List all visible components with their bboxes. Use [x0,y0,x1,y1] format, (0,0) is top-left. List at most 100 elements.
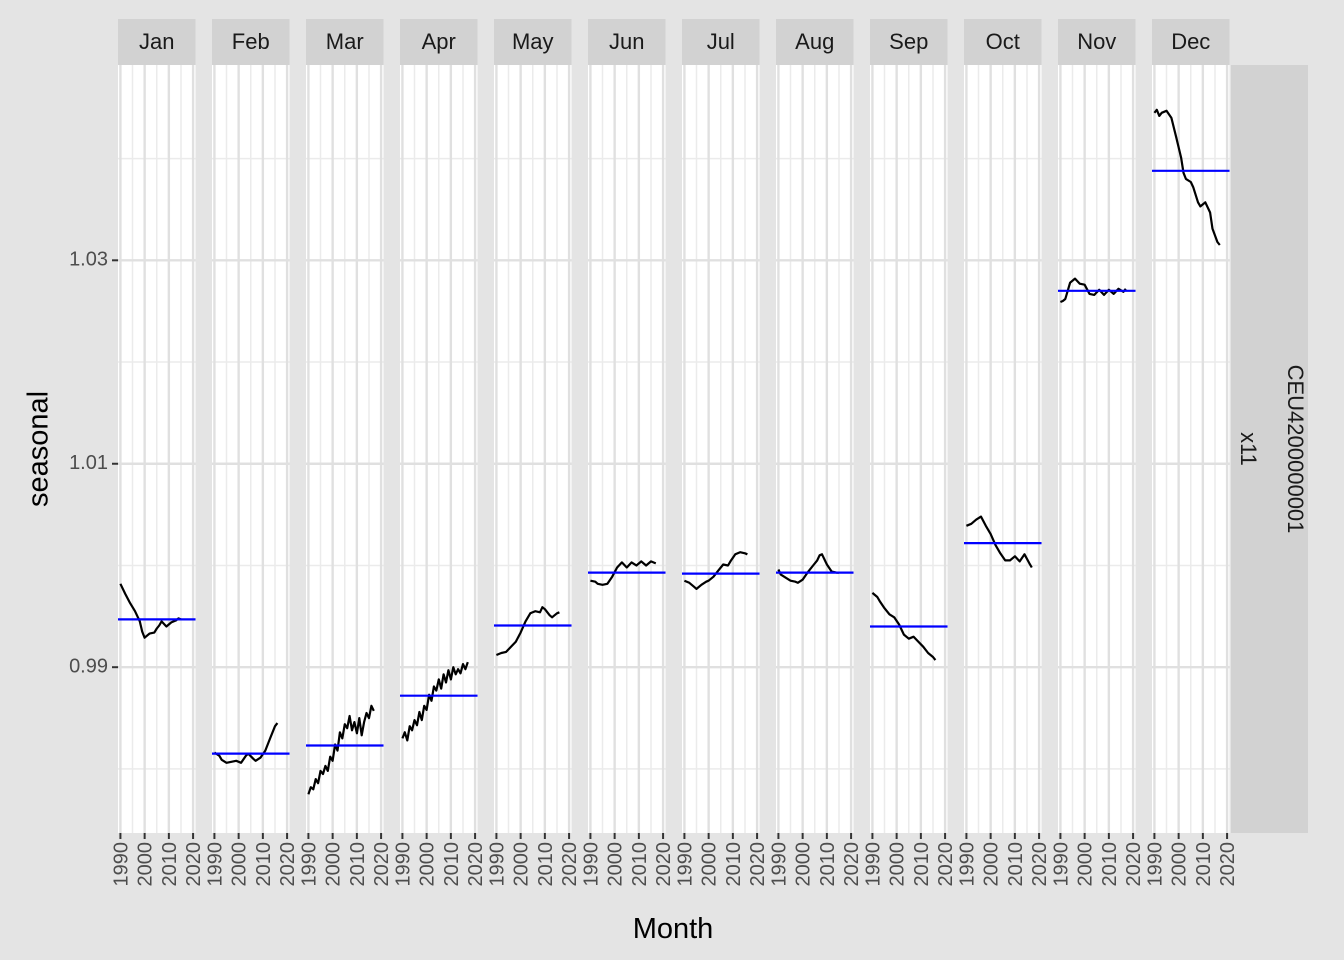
x-tick-label: 1990 [862,842,884,887]
panel-may: May [494,19,572,833]
x-tick-label: 2020 [277,842,299,887]
x-axis: 1990 2000 2010 2020 1990 2000 2010 2020 1990 2000… [110,833,1239,887]
x-tick-label: 2010 [817,842,839,887]
x-tick-label: 2020 [371,842,393,887]
x-tick-label: 1990 [580,842,602,887]
x-tick-label: 2000 [981,842,1003,887]
row-strip-label-method: x11 [1236,432,1261,466]
seasonal-line [119,583,182,639]
x-tick-label: 2010 [1005,842,1027,887]
strip-label: Jan [139,29,174,54]
x-tick-label: 2010 [1193,842,1215,887]
x-tick-label: 2020 [747,842,769,887]
x-tick-label: 2020 [841,842,863,887]
strip-background [212,19,290,65]
strip-label: Aug [795,29,834,54]
x-tick-label: 2000 [1075,842,1097,887]
x-tick-label: 1990 [1050,842,1072,887]
x-tick-label: 2000 [323,842,345,887]
panel-nov: Nov [1058,19,1136,833]
x-tick-label: 2010 [535,842,557,887]
x-tick-label: 2000 [229,842,251,887]
facet-row-strip: CEU4200000001 x11 [1231,65,1308,833]
strip-background [964,19,1042,65]
x-tick-label: 2010 [1099,842,1121,887]
seasonal-line [307,704,375,795]
x-tick-label: 2010 [347,842,369,887]
x-tick-label: 1990 [204,842,226,887]
panel-jan: Jan [118,19,196,833]
x-tick-label: 2010 [159,842,181,887]
seasonal-line [777,553,839,584]
x-tick-label: 2010 [253,842,275,887]
x-tick-label: 2000 [1169,842,1191,887]
x-tick-label: 1990 [486,842,508,887]
x-tick-label: 1990 [298,842,320,887]
seasonal-line [871,592,937,661]
seasonal-line [401,661,469,742]
strip-background [870,19,948,65]
facet-panels: Jan Feb Mar Apr May Jun Jul Aug Sep Oct Nov Dec [118,19,1230,833]
seasonal-line [495,606,560,657]
x-tick-label: 1990 [674,842,696,887]
x-tick-label: 2000 [699,842,721,887]
y-axis: 0.99 1.01 1.03 [69,249,118,677]
strip-label: Sep [889,29,928,54]
panel-aug: Aug [776,19,854,833]
x-axis-title: Month [633,913,714,945]
x-tick-label: 2010 [629,842,651,887]
panel-sep: Sep [870,19,948,833]
x-tick-label: 2020 [465,842,487,887]
x-tick-label: 2020 [1029,842,1051,887]
x-tick-label: 2020 [183,842,205,887]
strip-background [494,19,572,65]
seasonal-line [1153,108,1221,246]
x-tick-label: 1990 [768,842,790,887]
x-tick-label: 2020 [1217,842,1239,887]
y-tick-label: 1.03 [69,249,108,271]
strip-label: Oct [986,29,1020,54]
x-tick-label: 2000 [605,842,627,887]
strip-background [776,19,854,65]
y-axis-title: seasonal [23,391,55,507]
x-tick-label: 1990 [392,842,414,887]
x-tick-label: 2020 [653,842,675,887]
row-strip-background [1231,65,1308,833]
seasonal-line [965,515,1033,569]
strip-label: Dec [1171,29,1210,54]
strip-background [1152,19,1230,65]
strip-label: Feb [232,29,270,54]
strip-label: Jun [609,29,644,54]
panel-jul: Jul [682,19,760,833]
x-tick-label: 1990 [956,842,978,887]
y-tick-label: 1.01 [69,452,108,474]
strip-background [400,19,478,65]
strip-label: Nov [1077,29,1116,54]
x-tick-label: 2010 [911,842,933,887]
x-tick-label: 1990 [1144,842,1166,887]
x-tick-label: 2010 [441,842,463,887]
x-tick-label: 2020 [1123,842,1145,887]
seasonal-line [590,560,657,586]
x-tick-label: 2000 [417,842,439,887]
panel-feb: Feb [212,19,290,833]
x-tick-label: 1990 [110,842,132,887]
x-tick-label: 2000 [511,842,533,887]
x-tick-label: 2020 [935,842,957,887]
y-tick-label: 0.99 [69,655,108,677]
row-strip-label-series-id: CEU4200000001 [1283,365,1308,534]
x-tick-label: 2000 [887,842,909,887]
panel-apr: Apr [400,19,478,833]
strip-background [118,19,196,65]
strip-label: Jul [707,29,735,54]
x-tick-label: 2020 [559,842,581,887]
panel-oct: Oct [964,19,1042,833]
strip-background [682,19,760,65]
panel-mar: Mar [306,19,384,833]
strip-label: Apr [422,29,456,54]
panel-dec: Dec [1152,19,1230,833]
strip-background [1058,19,1136,65]
strip-background [306,19,384,65]
